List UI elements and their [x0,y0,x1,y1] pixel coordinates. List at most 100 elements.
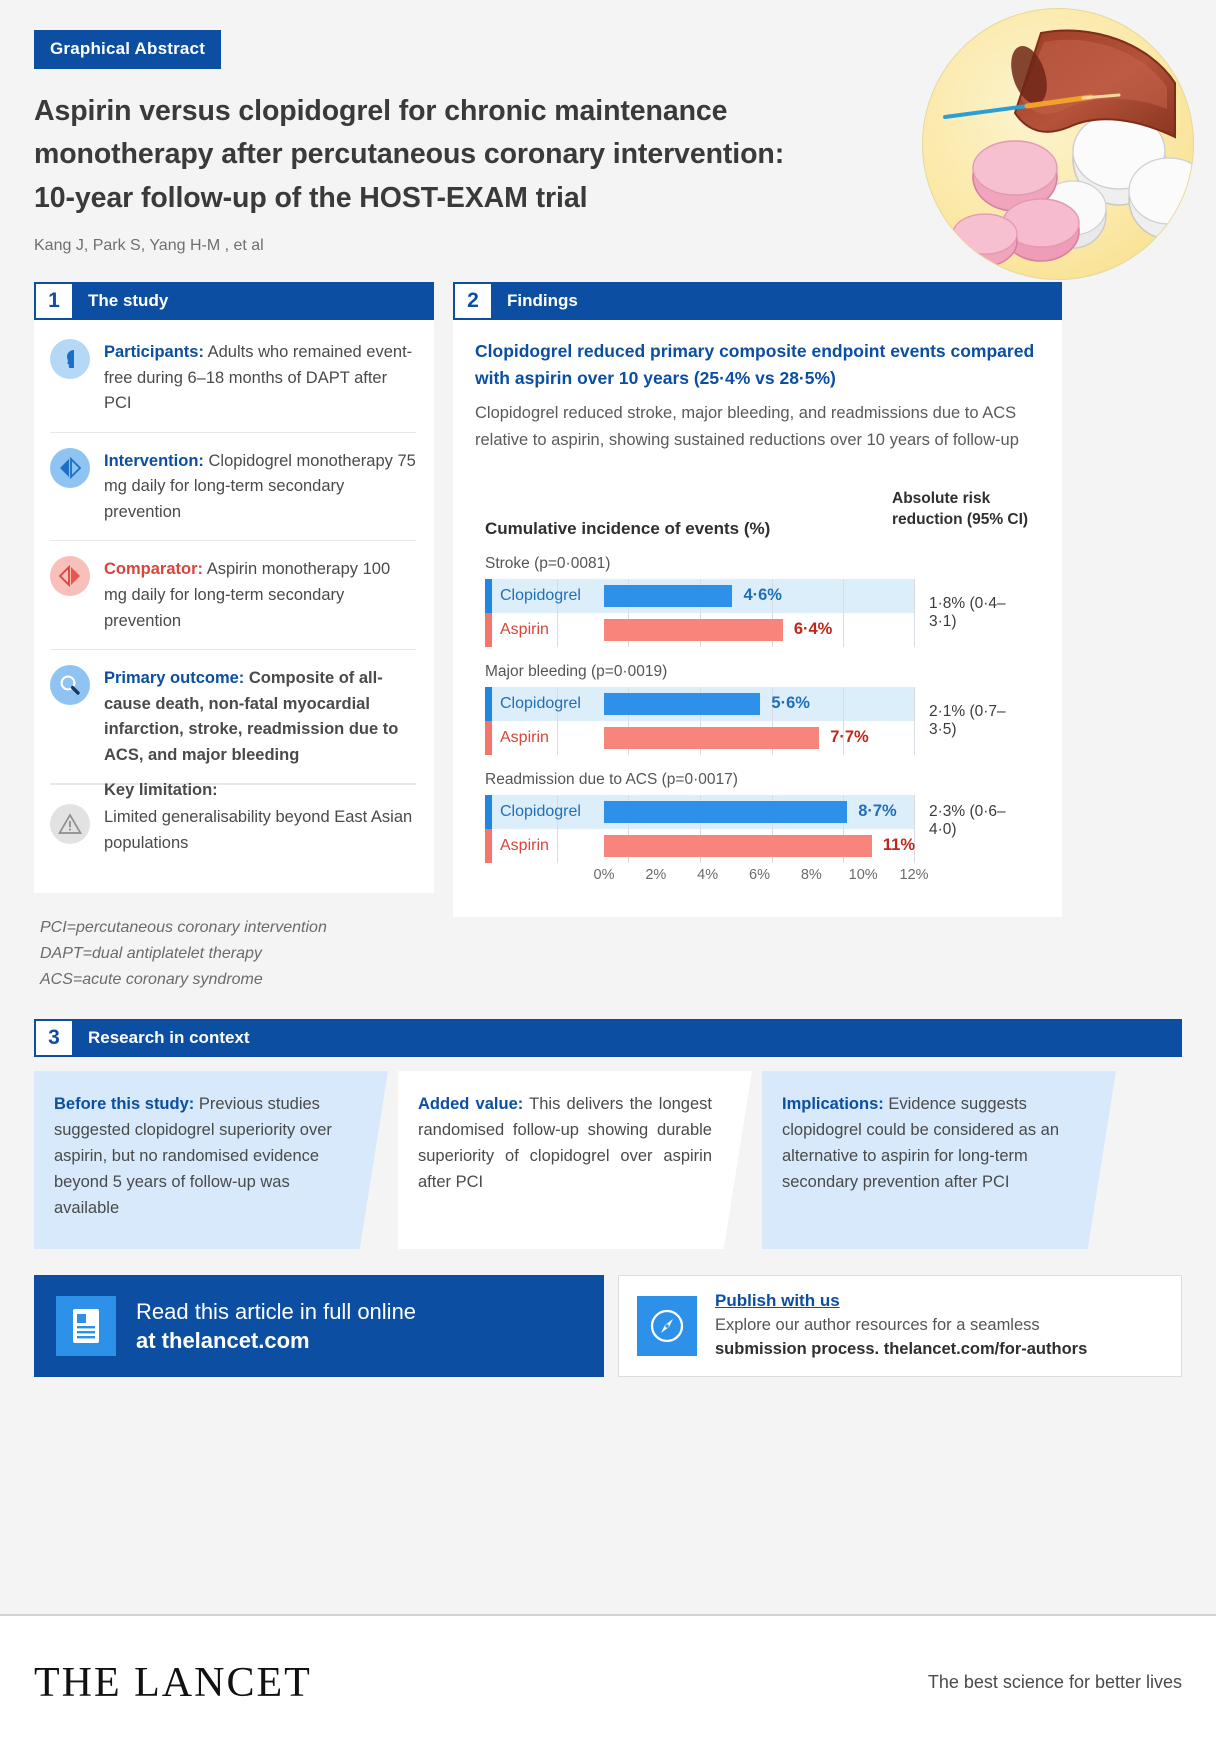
bar-row-aspirin: Aspirin 7·7% [485,720,915,755]
bar-aspirin [604,618,783,641]
arr-value: 2·3% (0·6–4·0) [929,802,1006,838]
series-marker-clopidogrel [485,794,492,829]
study-column: 1 The study Participants: Adults who rem… [34,282,434,993]
read-article-line1: Read this article in full online [136,1299,417,1325]
authors-line: Kang J, Park S, Yang H-M , et al [34,236,264,254]
abbreviations-block: PCI=percutaneous coronary intervention D… [34,893,434,993]
abbreviation-pci: PCI=percutaneous coronary intervention [40,919,327,937]
study-item-body-strong: Composite of all-cause death, non-fatal … [104,669,399,764]
study-panel: Participants: Adults who remained event-… [34,320,434,894]
findings-highlight: Clopidogrel reduced primary composite en… [475,341,1035,388]
study-item-body: Adults who remained event-free during 6–… [104,343,413,413]
series-label: Clopidogrel [500,586,581,604]
study-item-body: Clopidogrel monotherapy 75 mg daily for … [104,451,416,521]
bar-value: 4·6% [743,586,782,605]
document-icon [56,1296,116,1357]
group-label: Stroke (p=0·0081) [485,554,611,572]
group-plot: Clopidogrel 4·6% [485,578,915,647]
study-item-comparator: Comparator: Aspirin monotherapy 100 mg d… [50,541,416,651]
context-card-label: Implications: [782,1095,884,1114]
artwork-illustration [922,8,1194,280]
section-title-findings: Findings [507,291,578,310]
section-title-context: Research in context [88,1028,250,1048]
key-limitation-label: Key limitation: [104,781,218,800]
series-label: Clopidogrel [500,802,581,820]
study-item-text: Participants: Adults who remained event-… [104,339,416,417]
series-marker-clopidogrel [485,686,492,721]
abbreviation-dapt: DAPT=dual antiplatelet therapy [40,945,262,963]
context-card-implications: Implications: Evidence suggests clopidog… [762,1071,1116,1250]
series-marker-clopidogrel [485,578,492,613]
publish-with-us-banner[interactable]: Publish with us Explore our author resou… [618,1275,1182,1377]
study-item-text: Comparator: Aspirin monotherapy 100 mg d… [104,556,416,634]
lancet-logo: THE LANCET [34,1659,312,1706]
study-item-key-limitation: Key limitation: Limited generalisability… [50,781,416,871]
bar-clopidogrel [604,584,733,607]
study-item-body: Limited generalisability beyond East Asi… [104,808,413,852]
publish-with-us-link[interactable]: Publish with us [715,1291,840,1311]
x-tick: 4% [697,866,719,883]
read-article-banner[interactable]: Read this article in full online at thel… [34,1275,604,1377]
context-card-text: Evidence suggests clopidogrel could be c… [782,1095,1060,1192]
section-number-1: 1 [36,284,72,318]
bar-value: 11% [882,836,915,855]
x-axis: 0% 2% 4% 6% 8% 10% 12% [485,866,929,889]
findings-column: 2 Findings Clopidogrel reduced primary c… [453,282,1062,917]
bar-aspirin [604,726,820,749]
context-card-before: Before this study: Previous studies sugg… [34,1071,388,1250]
section-title-study: The study [88,291,169,310]
lancet-tagline: The best science for better lives [927,1672,1182,1692]
series-label: Aspirin [500,728,549,746]
x-tick: 12% [899,866,929,883]
compare-arrows-icon [50,556,90,597]
study-item-label: Comparator: [104,560,204,579]
footer-banners: Read this article in full online at thel… [34,1275,1182,1377]
context-cards: Before this study: Previous studies sugg… [34,1071,1182,1250]
bar-value: 6·4% [793,620,833,639]
chart-title: Cumulative incidence of events (%) [485,518,771,538]
bar-row-clopidogrel: Clopidogrel 8·7% [485,794,915,829]
bar-value: 7·7% [830,728,869,747]
group-label: Readmission due to ACS (p=0·0017) [485,770,738,788]
bar-clopidogrel [604,692,761,715]
publish-line1: Explore our author resources for a seaml… [715,1316,1040,1335]
study-item-label: Intervention: [104,451,204,470]
context-card-label: Before this study: [54,1095,195,1114]
section-header-context: 3 Research in context [34,1019,1182,1058]
abbreviation-acs: ACS=acute coronary syndrome [40,971,263,989]
study-item-primary-outcome: Primary outcome: Composite of all-cause … [50,650,416,785]
study-item-label: Participants: [104,343,204,361]
x-tick: 2% [645,866,667,883]
study-item-label: Primary outcome: [104,669,245,688]
page-title: Aspirin versus clopidogrel for chronic m… [34,95,785,214]
bar-aspirin [604,834,872,857]
series-marker-aspirin [485,828,492,863]
head-icon [50,339,90,379]
bar-row-clopidogrel: Clopidogrel 5·6% [485,686,915,721]
x-tick: 10% [848,866,878,883]
main-columns: 1 The study Participants: Adults who rem… [0,282,1216,993]
section-number-3: 3 [36,1021,72,1056]
chart-group-stroke: Stroke (p=0·0081) Clopidogrel [485,555,1032,647]
warning-icon [50,804,90,845]
x-tick: 6% [749,866,770,883]
study-item-intervention: Intervention: Clopidogrel monotherapy 75… [50,433,416,542]
group-plot: Clopidogrel 5·6% [485,686,915,755]
series-label: Clopidogrel [500,694,581,712]
section-header-findings: 2 Findings [453,282,1062,320]
context-card-text: Previous studies suggested clopidogrel s… [54,1095,332,1218]
bar-row-aspirin: Aspirin 6·4% [485,612,915,647]
arr-value: 2·1% (0·7–3·5) [929,702,1006,738]
bar-row-aspirin: Aspirin 11% [485,828,915,863]
compare-arrows-icon [50,447,90,488]
bar-value: 5·6% [771,694,810,713]
context-card-text: This delivers the longest randomised fol… [418,1095,712,1192]
section-header-study: 1 The study [34,282,434,320]
x-axis-ticks: 0% 2% 4% 6% 8% 10% 12% [594,866,929,889]
series-label: Aspirin [500,620,549,638]
chart-group-readmission-acs: Readmission due to ACS (p=0·0017) Clopid… [485,771,1032,889]
arr-value: 1·8% (0·4–3·1) [929,594,1006,630]
series-marker-aspirin [485,720,492,755]
x-tick: 8% [800,866,822,883]
